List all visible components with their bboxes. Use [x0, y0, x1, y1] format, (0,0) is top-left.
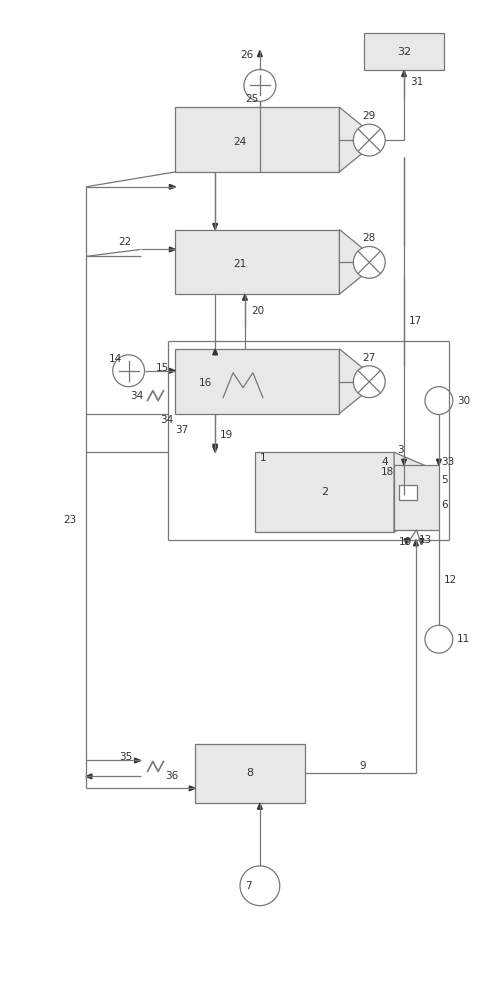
Text: 25: 25 [244, 94, 258, 104]
Text: 35: 35 [119, 752, 132, 762]
Text: 1: 1 [259, 453, 266, 463]
Text: 30: 30 [456, 396, 469, 406]
Circle shape [353, 246, 384, 278]
Polygon shape [212, 224, 217, 230]
Text: 32: 32 [396, 47, 410, 57]
Polygon shape [403, 539, 408, 545]
Bar [175, 230, 339, 294]
Text: 36: 36 [165, 771, 178, 781]
Text: 11: 11 [456, 634, 469, 644]
Text: 24: 24 [233, 137, 246, 147]
Polygon shape [401, 70, 406, 76]
Polygon shape [418, 539, 423, 545]
Polygon shape [212, 349, 217, 355]
Bar [363, 33, 443, 70]
Text: 3: 3 [396, 445, 403, 455]
Polygon shape [401, 459, 406, 465]
Text: 8: 8 [246, 768, 253, 778]
Polygon shape [169, 368, 175, 373]
Text: 20: 20 [251, 306, 264, 316]
Circle shape [353, 366, 384, 398]
Polygon shape [339, 349, 378, 414]
Circle shape [424, 387, 452, 414]
Polygon shape [339, 107, 378, 172]
Text: 7: 7 [245, 881, 252, 891]
Text: 34: 34 [130, 391, 143, 401]
Polygon shape [169, 247, 175, 252]
Circle shape [240, 866, 279, 906]
Text: 16: 16 [198, 378, 211, 388]
Text: 15: 15 [155, 363, 168, 373]
Text: 33: 33 [440, 457, 453, 467]
Circle shape [424, 625, 452, 653]
Text: 26: 26 [240, 50, 253, 60]
Polygon shape [169, 184, 175, 189]
Text: 18: 18 [380, 467, 394, 477]
Polygon shape [242, 294, 247, 300]
Bar [175, 107, 339, 172]
Text: 31: 31 [409, 77, 422, 87]
Polygon shape [257, 803, 262, 809]
Text: 2: 2 [320, 487, 327, 497]
Text: 13: 13 [418, 535, 432, 545]
Bar [195, 744, 304, 803]
Polygon shape [86, 774, 92, 779]
Bar [175, 349, 339, 414]
Circle shape [112, 355, 144, 387]
Text: 23: 23 [63, 515, 76, 525]
Polygon shape [393, 452, 428, 532]
Polygon shape [257, 51, 262, 57]
Text: 12: 12 [443, 575, 456, 585]
Text: 21: 21 [233, 259, 246, 269]
Polygon shape [435, 459, 440, 465]
Text: 6: 6 [440, 500, 446, 510]
Text: 9: 9 [359, 761, 365, 771]
Bar [398, 485, 416, 500]
Bar [254, 452, 393, 532]
Text: 4: 4 [380, 457, 387, 467]
Circle shape [243, 70, 275, 101]
Polygon shape [212, 444, 217, 450]
Text: 34: 34 [160, 415, 173, 425]
Bar [393, 465, 438, 530]
Text: 28: 28 [362, 233, 375, 243]
Text: 37: 37 [175, 425, 188, 435]
Circle shape [353, 124, 384, 156]
Polygon shape [339, 230, 378, 294]
Text: 27: 27 [362, 353, 375, 363]
Polygon shape [413, 540, 418, 546]
Polygon shape [134, 758, 140, 763]
Text: 19: 19 [220, 430, 233, 440]
Polygon shape [189, 786, 195, 791]
Polygon shape [212, 446, 217, 452]
Text: 17: 17 [408, 316, 421, 326]
Text: 5: 5 [440, 475, 446, 485]
Text: 10: 10 [398, 537, 411, 547]
Text: 14: 14 [108, 354, 122, 364]
Text: 22: 22 [119, 237, 132, 247]
Text: 29: 29 [362, 111, 375, 121]
